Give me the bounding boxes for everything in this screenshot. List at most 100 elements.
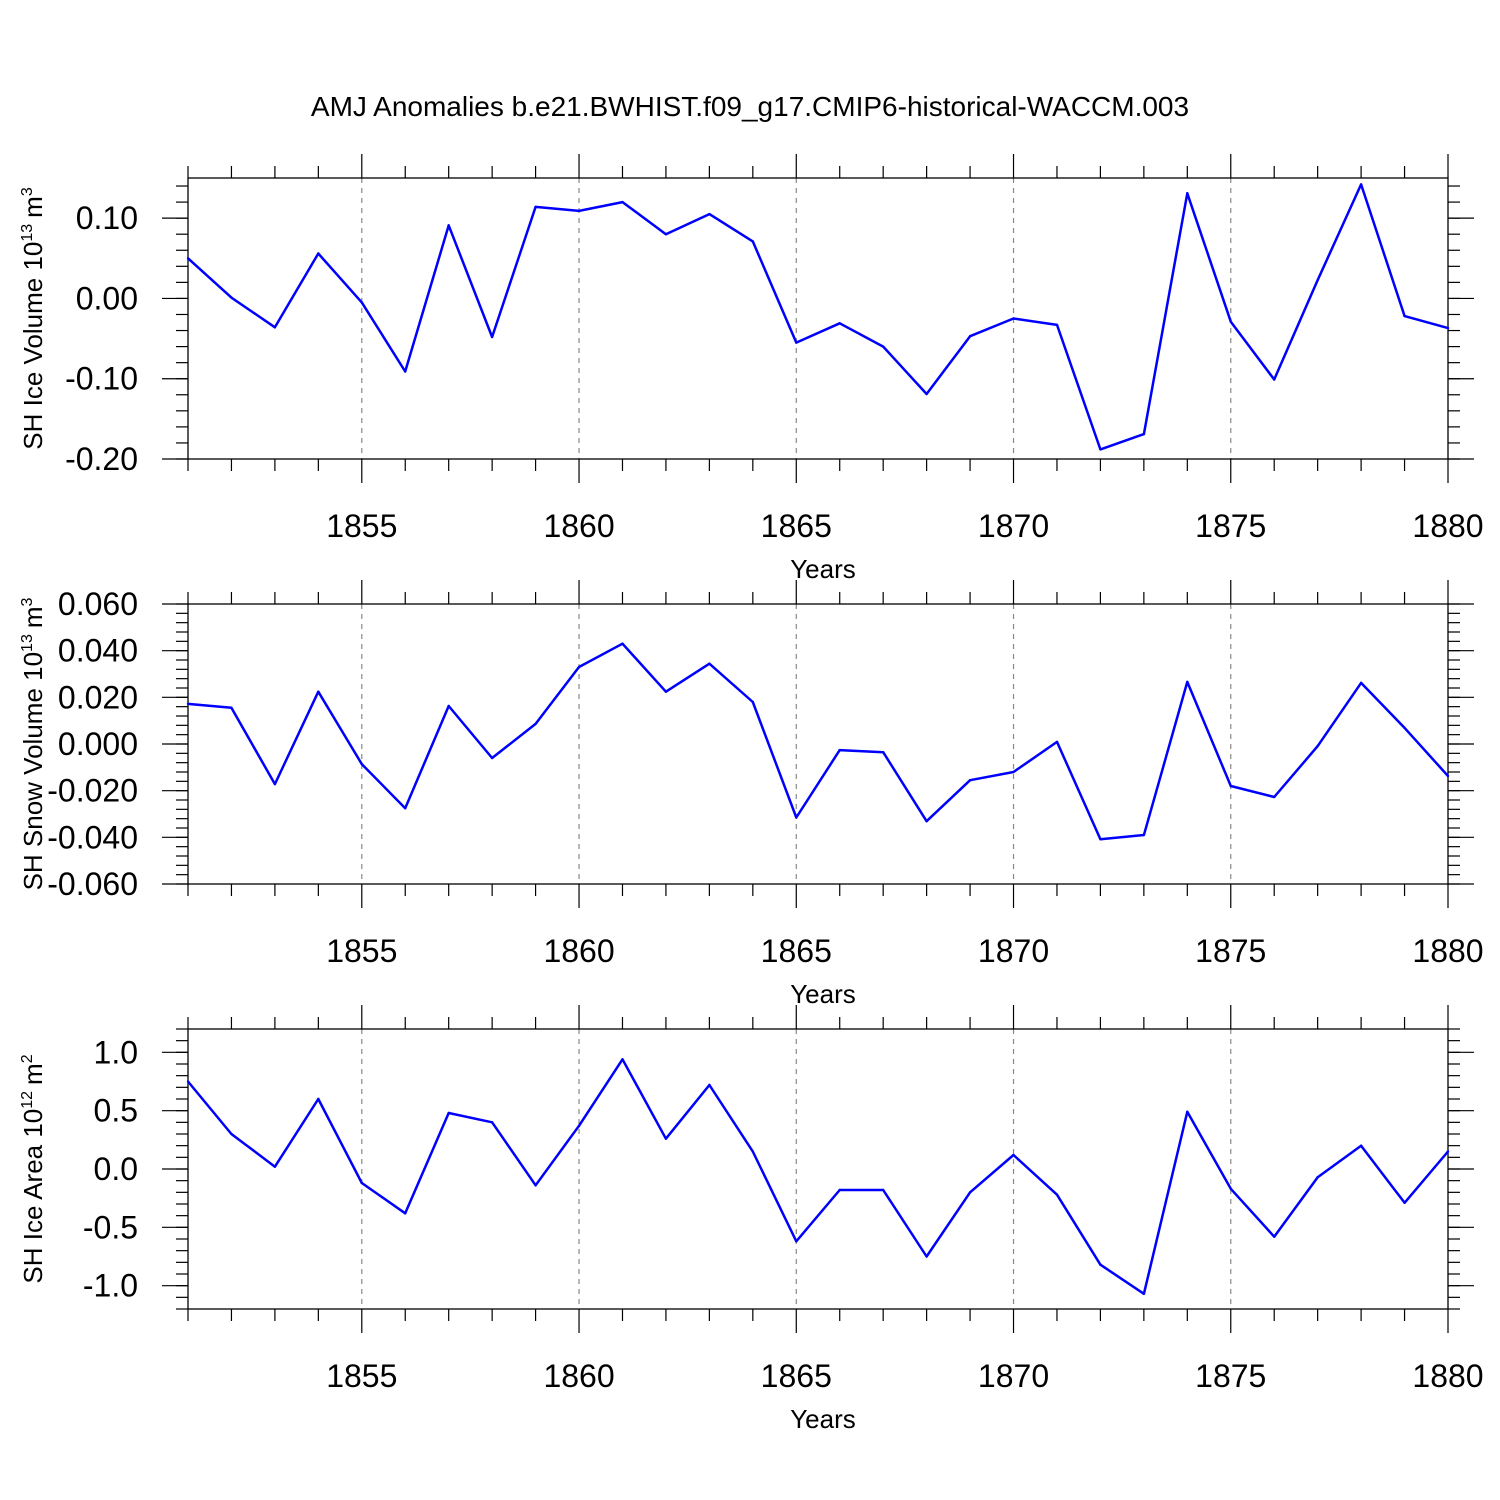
panel-3: -1.0 -0.5 0.0 0.5 1.0 1855 1860 1865 1870 1875 188… xyxy=(18,1005,1484,1434)
data-point xyxy=(534,205,537,209)
y-axis-label-exponent: 13 xyxy=(19,224,36,242)
data-point xyxy=(708,212,711,216)
data-point xyxy=(186,257,190,260)
data-point xyxy=(273,1165,277,1168)
data-point xyxy=(621,1058,624,1061)
data-point xyxy=(360,301,363,304)
data-point xyxy=(577,665,581,669)
data-point xyxy=(1273,795,1276,799)
x-tick-label: 1860 xyxy=(543,933,614,969)
y-tick-label: 0.020 xyxy=(58,679,138,715)
data-point xyxy=(1186,192,1189,195)
data-point xyxy=(708,1083,711,1087)
x-tick-label: 1870 xyxy=(978,933,1049,969)
data-point xyxy=(621,642,624,645)
y-axis-label-unit: m xyxy=(18,1063,48,1085)
data-point xyxy=(1229,1187,1232,1191)
y-axis-label-main: SH Ice Area 10 xyxy=(18,1109,48,1284)
data-point xyxy=(577,209,581,213)
figure-title: AMJ Anomalies b.e21.BWHIST.f09_g17.CMIP6… xyxy=(311,91,1189,122)
y-tick-label: 0.000 xyxy=(58,726,138,762)
plot-frame xyxy=(187,1028,1449,1310)
data-point xyxy=(1055,1193,1059,1196)
y-axis-label-unit: m xyxy=(18,196,48,218)
data-point xyxy=(404,1212,407,1215)
x-axis-label: Years xyxy=(790,979,856,1009)
data-point xyxy=(881,345,885,348)
data-point xyxy=(1229,784,1232,788)
y-tick-label: -0.020 xyxy=(47,773,138,809)
x-tick-label: 1875 xyxy=(1195,933,1266,969)
data-point xyxy=(1403,1201,1406,1205)
data-point xyxy=(360,762,363,766)
data-point xyxy=(1099,838,1102,841)
data-point xyxy=(1316,744,1319,748)
data-point xyxy=(1316,1175,1319,1179)
data-point xyxy=(968,778,972,782)
data-point xyxy=(1055,740,1059,744)
y-tick-label: -0.060 xyxy=(47,866,138,902)
data-point xyxy=(490,756,494,760)
data-point xyxy=(1186,680,1189,684)
data-point xyxy=(1142,432,1146,436)
y-axis-label-unit: m xyxy=(18,606,48,628)
data-point xyxy=(1446,774,1450,778)
data-point xyxy=(881,1188,885,1192)
y-axis-label-unit-exponent: 2 xyxy=(19,1054,36,1063)
data-point xyxy=(534,722,537,726)
y-tick-label: -1.0 xyxy=(83,1268,138,1304)
data-point xyxy=(708,662,711,665)
data-point xyxy=(1403,726,1406,730)
data-series-line xyxy=(187,1058,1449,1296)
data-point xyxy=(795,816,798,819)
x-tick-label: 1855 xyxy=(326,508,397,544)
data-point xyxy=(925,392,928,396)
data-point xyxy=(1186,1110,1189,1114)
x-tick-label: 1865 xyxy=(761,1358,832,1394)
data-point xyxy=(751,1150,755,1153)
data-point xyxy=(1273,1235,1276,1238)
data-point xyxy=(1142,833,1146,837)
y-tick-label: 0.060 xyxy=(58,586,138,622)
x-tick-label: 1880 xyxy=(1412,933,1483,969)
data-point xyxy=(1055,323,1059,327)
data-point xyxy=(1359,681,1363,685)
y-tick-label: 0.5 xyxy=(94,1093,138,1129)
y-axis-label-main: SH Snow Volume 10 xyxy=(18,652,48,890)
x-tick-label: 1875 xyxy=(1195,508,1266,544)
data-point xyxy=(404,806,407,810)
data-point xyxy=(795,341,798,344)
x-tick-label: 1860 xyxy=(543,1358,614,1394)
y-tick-label: 0.040 xyxy=(58,633,138,669)
data-point xyxy=(186,1080,190,1083)
y-axis-label-exponent: 13 xyxy=(19,634,36,652)
data-point xyxy=(795,1240,798,1243)
y-axis-label-unit-exponent: 3 xyxy=(19,187,36,196)
x-axis-label: Years xyxy=(790,554,856,584)
data-point xyxy=(447,704,450,708)
y-tick-label: -0.20 xyxy=(65,441,138,477)
y-tick-label: 1.0 xyxy=(94,1034,138,1070)
x-tick-label: 1855 xyxy=(326,1358,397,1394)
y-tick-label: 0.0 xyxy=(94,1151,138,1187)
data-point xyxy=(664,233,668,236)
x-tick-label: 1870 xyxy=(978,1358,1049,1394)
data-point xyxy=(968,1191,972,1194)
data-point xyxy=(925,1255,928,1258)
data-point xyxy=(751,240,755,243)
data-point xyxy=(317,690,320,693)
x-tick-label: 1880 xyxy=(1412,1358,1483,1394)
data-point xyxy=(404,370,407,373)
data-point xyxy=(1273,378,1276,381)
data-point xyxy=(534,1184,537,1187)
y-axis-label-exponent: 12 xyxy=(19,1091,36,1109)
data-series-line xyxy=(187,642,1449,841)
x-tick-label: 1855 xyxy=(326,933,397,969)
data-point xyxy=(1099,448,1102,451)
data-point xyxy=(447,1111,450,1115)
x-tick-label: 1880 xyxy=(1412,508,1483,544)
x-tick-label: 1870 xyxy=(978,508,1049,544)
data-point xyxy=(230,706,233,710)
data-point xyxy=(1012,770,1015,774)
